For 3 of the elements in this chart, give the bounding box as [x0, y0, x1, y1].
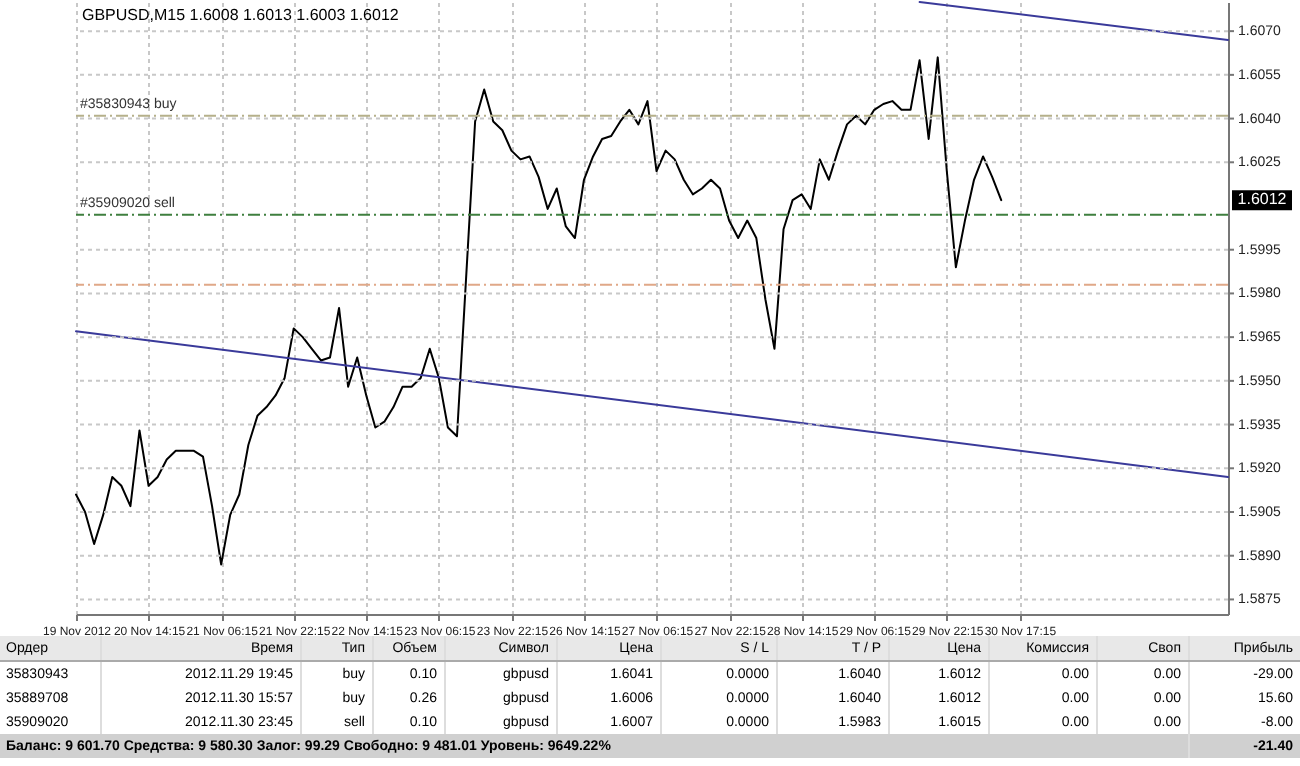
chart-title: GBPUSD,M15 1.6008 1.6013 1.6003 1.6012 — [82, 6, 400, 24]
line-series — [75, 56, 1003, 566]
annotation: 1.6012 — [1237, 190, 1288, 209]
